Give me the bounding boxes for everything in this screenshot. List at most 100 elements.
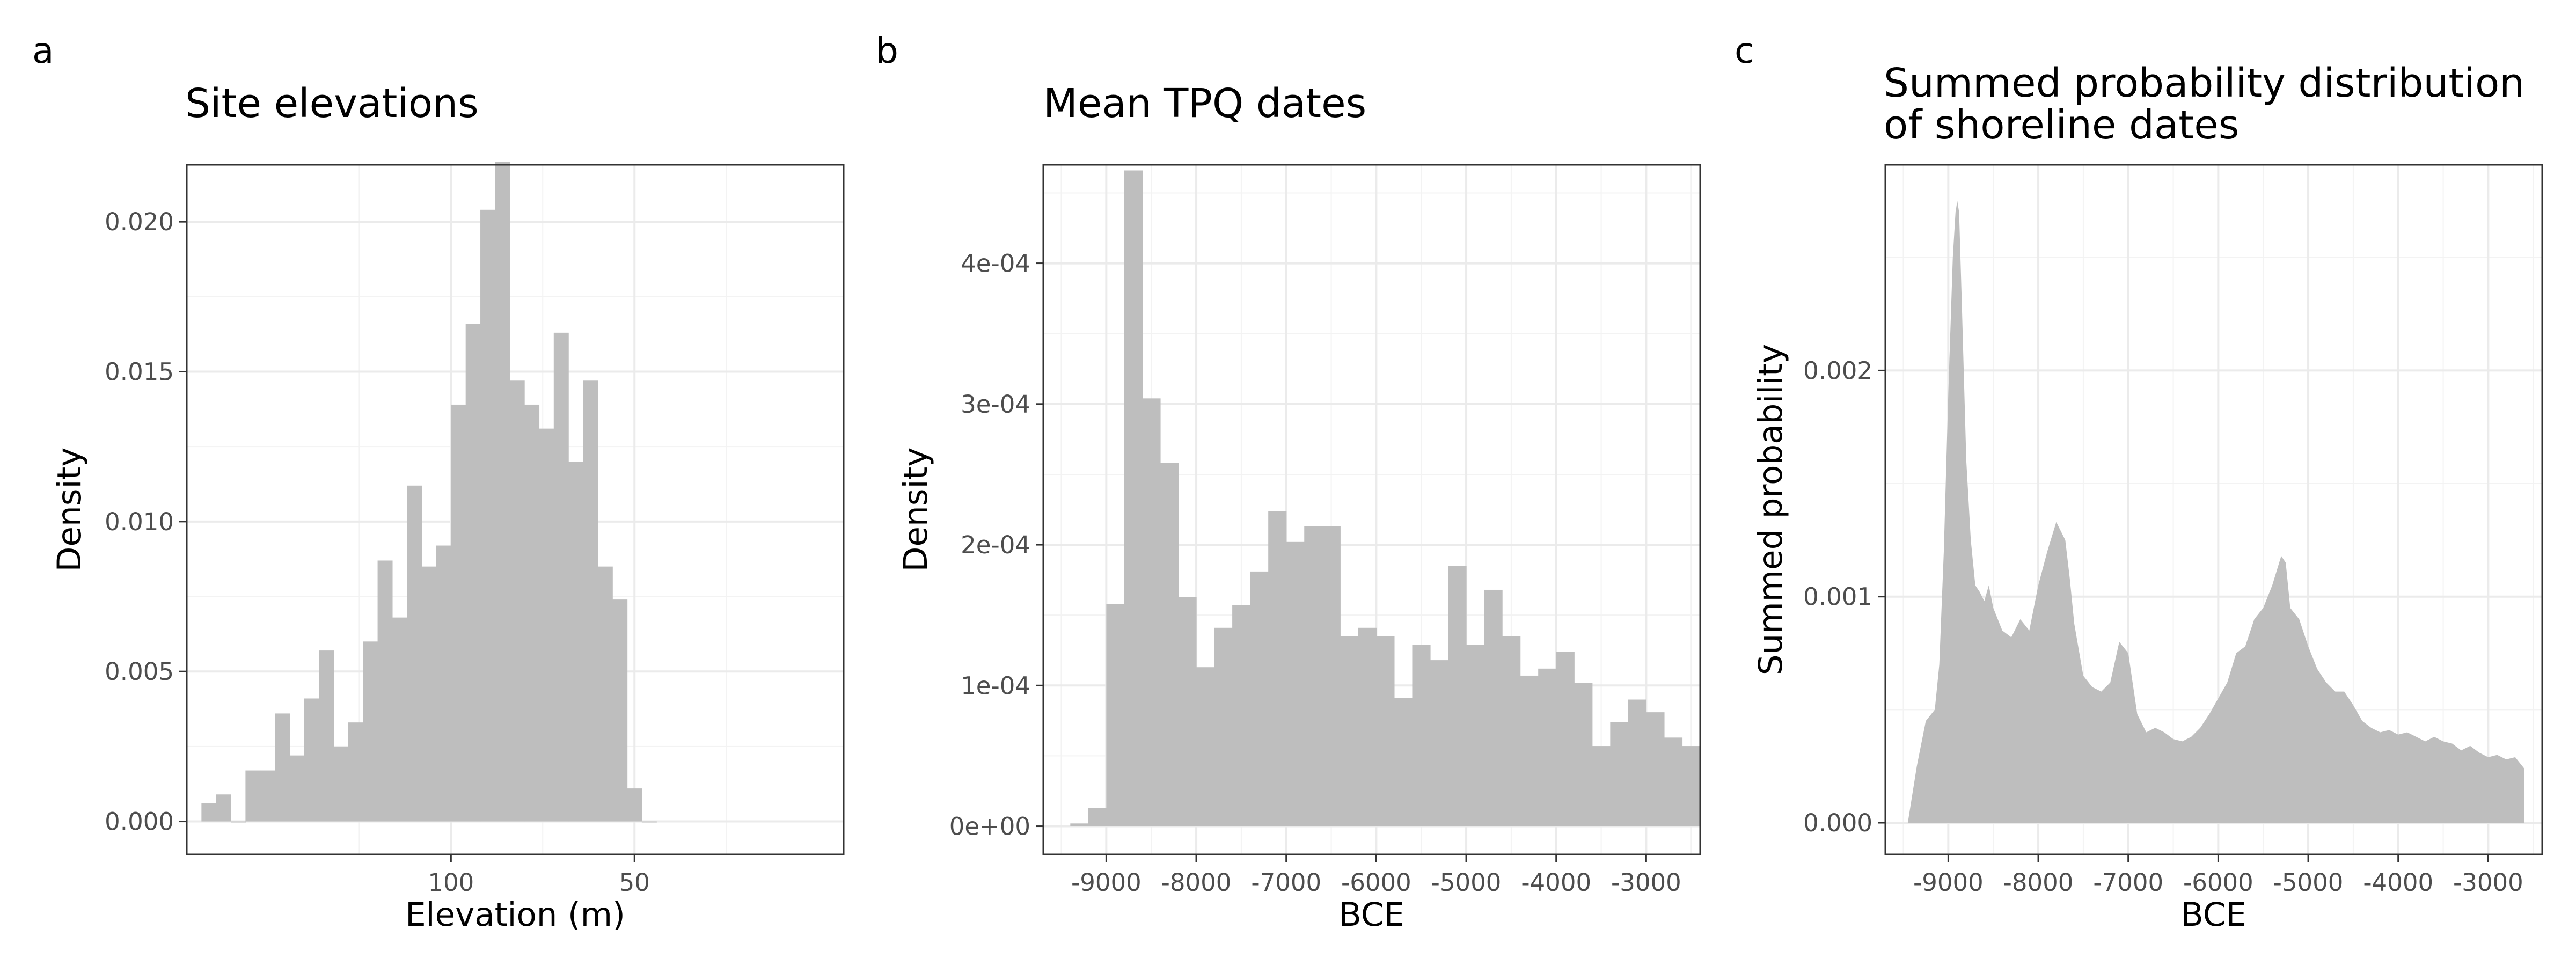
- panel-label: a: [32, 30, 54, 71]
- y-axis-title: Density: [50, 448, 89, 572]
- x-tick-label: 50: [619, 868, 650, 897]
- histogram-bar: [1448, 566, 1467, 826]
- y-tick-label: 0.001: [1803, 583, 1872, 611]
- y-tick-label: 0.015: [105, 358, 174, 386]
- histogram-bar: [1088, 808, 1107, 826]
- histogram-bar: [1178, 597, 1197, 826]
- y-axis-title: Summed probability: [1752, 344, 1790, 675]
- histogram-bar: [245, 770, 261, 822]
- histogram-bar: [1142, 398, 1161, 826]
- x-tick-label: -6000: [2183, 868, 2253, 897]
- histogram-bar: [568, 462, 584, 822]
- histogram-bar: [612, 599, 628, 822]
- histogram-bar: [1520, 675, 1539, 826]
- histogram-bar: [231, 821, 246, 823]
- x-tick-label: -3000: [1611, 868, 1681, 897]
- y-tick-label: 0.000: [105, 808, 174, 836]
- y-axis: 0e+00 1e-04 2e-04 3e-04 4e-04: [949, 250, 1043, 841]
- histogram-bar: [1376, 636, 1395, 826]
- histogram-bar: [1340, 636, 1359, 826]
- chart-title-line2: of shoreline dates: [1884, 102, 2239, 148]
- histogram-bar: [1160, 463, 1179, 826]
- histogram-bar: [304, 698, 319, 822]
- y-tick-label: 3e-04: [961, 390, 1030, 419]
- histogram-bar: [1538, 668, 1557, 826]
- histogram-bar: [1574, 683, 1593, 826]
- histogram-bar: [319, 650, 334, 822]
- histogram-bar: [289, 755, 305, 822]
- x-axis-title: Elevation (m): [405, 896, 625, 934]
- histogram-bar: [1106, 604, 1125, 826]
- histogram-bar: [1358, 627, 1377, 826]
- histogram-bar: [407, 485, 422, 822]
- histogram-bar: [583, 380, 598, 822]
- x-tick-label: -8000: [1161, 868, 1232, 897]
- x-tick-label: -7000: [2093, 868, 2163, 897]
- histogram-bar: [1070, 823, 1089, 826]
- y-axis: 0.000 0.001 0.002: [1803, 356, 1885, 837]
- histogram-bar: [1664, 737, 1683, 826]
- panel-label: b: [876, 30, 898, 71]
- histogram-bar: [1682, 746, 1701, 826]
- data-marks: [201, 162, 657, 823]
- y-tick-label: 0.002: [1803, 356, 1872, 385]
- histogram-bar: [1214, 627, 1233, 826]
- histogram-bar: [1412, 645, 1431, 826]
- histogram-bar: [1610, 722, 1629, 826]
- histogram-bar: [1484, 589, 1503, 826]
- x-axis-title: BCE: [1339, 896, 1404, 934]
- histogram-bar: [524, 404, 540, 822]
- histogram-bar: [377, 560, 393, 822]
- y-tick-label: 0.010: [105, 508, 174, 536]
- y-tick-label: 0.020: [105, 208, 174, 236]
- y-tick-label: 0.005: [105, 657, 174, 686]
- x-tick-label: 100: [428, 868, 474, 897]
- histogram-bar: [275, 713, 290, 822]
- chart-title: Summed probability distribution: [1884, 60, 2524, 106]
- histogram-bar: [480, 209, 495, 822]
- panel-a: a Site elevations 0.000 0.005 0.010 0.015 0.02…: [32, 30, 845, 934]
- data-marks: [1907, 201, 2524, 823]
- histogram-bar: [348, 722, 363, 822]
- histogram-bar: [1592, 746, 1611, 826]
- histogram-bar: [1304, 526, 1323, 826]
- x-tick-label: -8000: [2003, 868, 2074, 897]
- x-tick-label: -5000: [1431, 868, 1502, 897]
- x-tick-label: -7000: [1251, 868, 1321, 897]
- histogram-bar: [363, 641, 378, 822]
- histogram-bar: [465, 324, 481, 822]
- histogram-bar: [1322, 526, 1341, 826]
- panel-b: b Mean TPQ dates 0e+00 1e-04 2e-04 3e-04 4e-04…: [876, 30, 1701, 934]
- x-tick-label: -6000: [1341, 868, 1411, 897]
- histogram-bar: [495, 162, 510, 822]
- histogram-bar: [1556, 652, 1575, 826]
- x-axis: -9000 -8000 -7000 -6000 -5000 -4000 -3000: [1913, 854, 2523, 897]
- plot-frame: [1884, 164, 2543, 855]
- histogram-bar: [436, 545, 451, 822]
- x-tick-label: -9000: [1071, 868, 1141, 897]
- histogram-bar: [1646, 712, 1665, 826]
- histogram-bar: [597, 566, 613, 822]
- x-tick-label: -5000: [2273, 868, 2344, 897]
- y-axis-title: Density: [897, 448, 935, 572]
- histogram-bar: [1628, 699, 1646, 826]
- histogram-bar: [1124, 170, 1143, 826]
- y-tick-label: 0.000: [1803, 809, 1872, 837]
- histogram-bar: [553, 332, 569, 822]
- x-axis-title: BCE: [2181, 896, 2246, 934]
- histogram-bar: [1196, 667, 1215, 826]
- histogram-bar: [392, 617, 407, 822]
- y-tick-label: 4e-04: [961, 250, 1030, 278]
- histogram-bar: [260, 770, 275, 822]
- y-tick-label: 0e+00: [949, 813, 1030, 841]
- histogram-bar: [641, 821, 657, 823]
- y-axis: 0.000 0.005 0.010 0.015 0.020: [105, 208, 187, 836]
- x-tick-label: -9000: [1913, 868, 1984, 897]
- chart-title: Site elevations: [185, 80, 479, 127]
- y-tick-label: 1e-04: [961, 671, 1030, 700]
- histogram-bar: [1394, 698, 1413, 826]
- x-tick-label: -3000: [2453, 868, 2523, 897]
- histogram-bar: [216, 794, 231, 822]
- histogram-bar: [201, 803, 217, 822]
